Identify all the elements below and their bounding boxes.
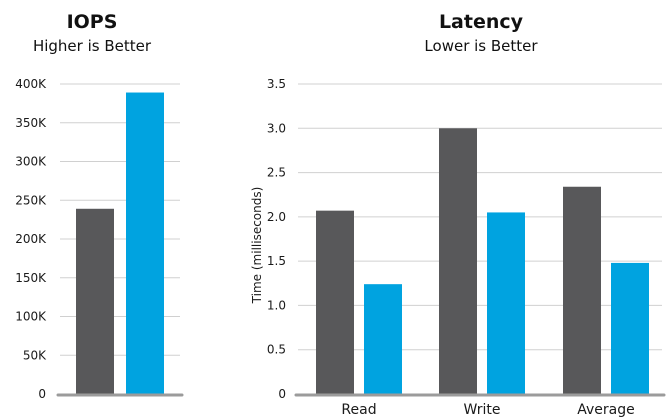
latency-x-tick-label: Write (464, 402, 501, 418)
latency-y-tick-label: 2.5 (267, 166, 286, 180)
iops-bars (76, 92, 164, 395)
latency-x-tick-label: Average (577, 402, 635, 418)
latency-bar-read-series-2 (364, 284, 402, 394)
latency-y-ticks: 0 0.5 1.0 1.5 2.0 2.5 3.0 3.5 (267, 77, 286, 401)
latency-bar-write-series-1 (439, 128, 477, 395)
latency-bar-read-series-1 (316, 210, 354, 394)
latency-y-tick-label: 0.5 (267, 343, 286, 357)
iops-y-tick-label: 400K (15, 77, 47, 91)
iops-y-tick-label: 250K (15, 193, 47, 207)
iops-y-tick-label: 150K (15, 271, 47, 285)
iops-y-tick-label: 0 (38, 387, 46, 401)
latency-bar-average-series-1 (563, 186, 601, 394)
iops-y-tick-label: 350K (15, 116, 47, 130)
latency-y-axis-label: Time (milliseconds) (250, 187, 264, 305)
latency-bar-write-series-2 (487, 212, 525, 394)
latency-chart: Latency Lower is Better Time (millisecon… (250, 11, 666, 418)
latency-bar-average-series-2 (611, 262, 649, 394)
iops-y-tick-label: 50K (23, 348, 47, 362)
iops-y-tick-label: 200K (15, 232, 47, 246)
latency-gridlines (298, 83, 662, 351)
iops-y-tick-label: 100K (15, 310, 47, 324)
latency-y-tick-label: 3.5 (267, 77, 286, 91)
iops-chart: IOPS Higher is Better 0 50K 100K 150K 200K 25… (15, 11, 184, 401)
latency-x-ticks: Read Write Average (341, 402, 634, 418)
latency-subtitle: Lower is Better (424, 37, 538, 55)
iops-bar-total-series-2 (126, 92, 164, 395)
latency-x-tick-label: Read (341, 402, 376, 418)
latency-y-tick-label: 1.5 (267, 254, 286, 268)
latency-y-tick-label: 1.0 (267, 298, 286, 312)
iops-title: IOPS (67, 11, 118, 33)
latency-bars (316, 128, 649, 395)
latency-y-tick-label: 3.0 (267, 121, 286, 135)
iops-subtitle: Higher is Better (33, 37, 152, 55)
latency-y-tick-label: 0 (278, 387, 286, 401)
iops-y-ticks: 0 50K 100K 150K 200K 250K 300K 350K 400K (15, 77, 47, 401)
latency-title: Latency (439, 11, 524, 33)
iops-bar-total-series-1 (76, 208, 114, 394)
latency-y-tick-label: 2.0 (267, 210, 286, 224)
iops-y-tick-label: 300K (15, 155, 47, 169)
